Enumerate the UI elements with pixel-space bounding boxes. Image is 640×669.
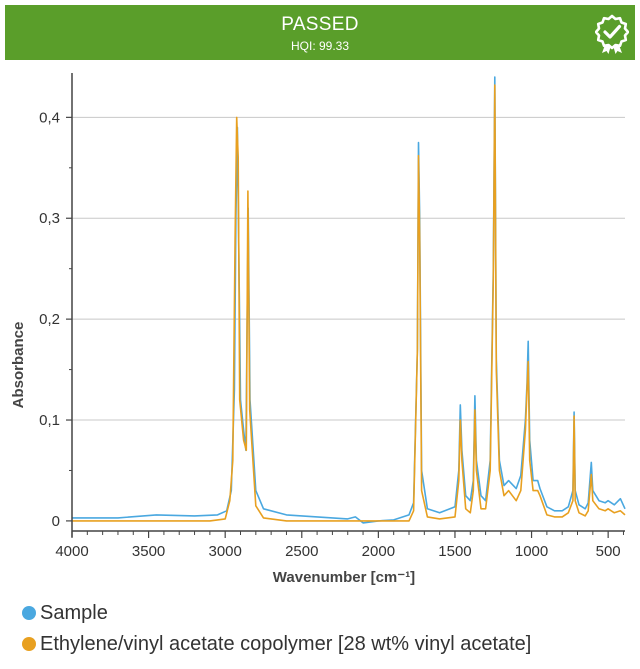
legend-label-sample: Sample <box>40 602 108 624</box>
legend-marker-reference <box>22 637 36 651</box>
y-tick-label: 0,3 <box>39 210 60 227</box>
x-axis-title: Wavenumber [cm⁻¹] <box>273 569 415 586</box>
x-tick-label: 500 <box>596 543 621 560</box>
y-tick-label: 0,2 <box>39 311 60 328</box>
x-tick-label: 3500 <box>132 543 165 560</box>
status-title: PASSED <box>281 14 359 35</box>
series-line-1 <box>72 84 626 522</box>
axes <box>66 73 625 538</box>
x-tick-label: 3000 <box>208 543 241 560</box>
legend-marker-sample <box>22 606 36 620</box>
x-tick-label: 2500 <box>285 543 318 560</box>
grid <box>72 116 625 421</box>
certified-badge-icon <box>595 14 629 54</box>
x-tick-label: 4000 <box>55 543 88 560</box>
legend-label-reference: Ethylene/vinyl acetate copolymer [28 wt%… <box>40 633 532 655</box>
x-tick-label: 1000 <box>515 543 548 560</box>
y-tick-label: 0,4 <box>39 109 60 126</box>
series-line-0 <box>72 76 626 524</box>
legend-item-reference: Ethylene/vinyl acetate copolymer [28 wt%… <box>22 633 531 656</box>
x-tick-label: 1500 <box>438 543 471 560</box>
y-tick-label: 0 <box>52 513 60 530</box>
status-banner: PASSED HQI: 99.33 <box>5 5 635 60</box>
series-lines <box>72 76 626 524</box>
x-tick-label: 2000 <box>362 543 395 560</box>
legend-item-sample: Sample <box>22 602 108 625</box>
hqi-value: HQI: 99.33 <box>290 39 350 53</box>
spectrum-chart: 0 0,1 0,2 0,3 0,4 4000 3500 3000 2500 2000 1500 100… <box>10 73 626 586</box>
y-tick-label: 0,1 <box>39 412 60 429</box>
y-axis-title: Absorbance <box>10 322 27 409</box>
tick-labels: 0 0,1 0,2 0,3 0,4 4000 3500 3000 2500 2000 1500 100… <box>39 109 621 560</box>
